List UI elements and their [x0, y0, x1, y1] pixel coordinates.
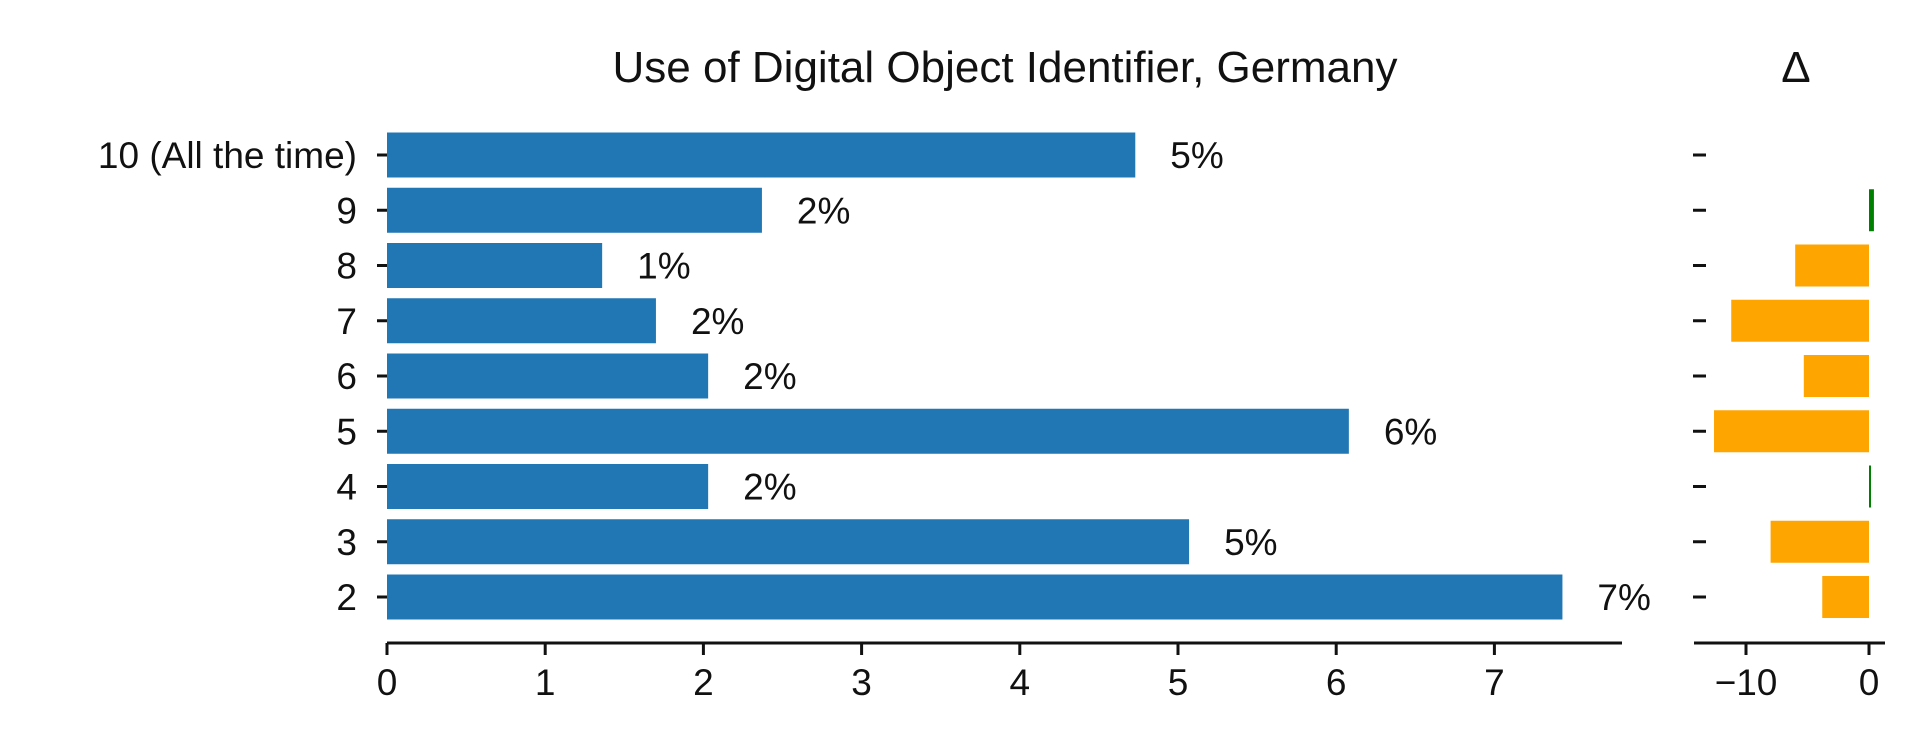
main-y-tick-label: 5	[336, 411, 357, 452]
main-data-label: 5%	[1170, 135, 1223, 176]
main-data-label: 1%	[637, 246, 690, 287]
main-data-label: 2%	[743, 467, 796, 508]
main-y-tick-label: 6	[336, 356, 357, 397]
main-bar	[387, 519, 1190, 565]
delta-x-tick-label: −10	[1715, 662, 1778, 703]
main-x-tick-label: 0	[377, 662, 398, 703]
main-data-label: 7%	[1597, 577, 1650, 618]
main-bar	[387, 243, 603, 288]
main-x-tick-label: 2	[693, 662, 714, 703]
main-y-tick-label: 10 (All the time)	[98, 135, 357, 176]
main-bar	[387, 298, 656, 344]
main-data-label: 2%	[797, 190, 850, 231]
main-bar	[387, 353, 709, 399]
delta-bar	[1795, 244, 1869, 287]
main-bar	[387, 574, 1563, 620]
main-y-tick-label: 4	[336, 467, 357, 508]
delta-chart-title: Δ	[1781, 43, 1810, 92]
main-x-tick-label: 6	[1326, 662, 1347, 703]
main-bar	[387, 464, 709, 509]
main-data-label: 5%	[1224, 522, 1277, 563]
delta-bars-group	[1714, 189, 1874, 618]
main-x-tick-label: 3	[851, 662, 872, 703]
delta-x-ticks-group: −10 0	[1715, 643, 1880, 703]
main-chart-title: Use of Digital Object Identifier, German…	[613, 43, 1398, 92]
main-y-tick-label: 8	[336, 246, 357, 287]
main-bar	[387, 408, 1349, 454]
main-x-ticks-group: 0 1 2 3 4 5 6 7	[377, 643, 1505, 703]
main-data-label: 2%	[743, 356, 796, 397]
main-data-label: 6%	[1384, 411, 1437, 452]
delta-bar	[1869, 465, 1871, 508]
main-data-label: 2%	[691, 301, 744, 342]
main-y-tick-label: 3	[336, 522, 357, 563]
main-bars-group: 5%2%1%2%2%6%2%5%7%	[387, 132, 1651, 620]
main-y-ticks-group: 10 (All the time) 9 8 7 6 5 4 3 2	[98, 135, 387, 618]
main-x-tick-label: 7	[1484, 662, 1505, 703]
main-y-tick-label: 2	[336, 577, 357, 618]
main-x-tick-label: 4	[1010, 662, 1031, 703]
main-x-tick-label: 1	[535, 662, 556, 703]
main-bar	[387, 187, 762, 233]
delta-bar	[1714, 410, 1869, 453]
delta-bar	[1731, 299, 1869, 342]
main-bar	[387, 132, 1136, 178]
delta-bar	[1822, 576, 1869, 618]
delta-bar	[1770, 520, 1869, 563]
delta-bar	[1869, 189, 1874, 232]
main-x-tick-label: 5	[1168, 662, 1189, 703]
main-y-tick-label: 9	[336, 190, 357, 231]
main-y-tick-label: 7	[336, 301, 357, 342]
delta-x-tick-label: 0	[1859, 662, 1880, 703]
delta-y-ticks-group	[1693, 153, 1706, 599]
delta-bar	[1803, 355, 1869, 397]
